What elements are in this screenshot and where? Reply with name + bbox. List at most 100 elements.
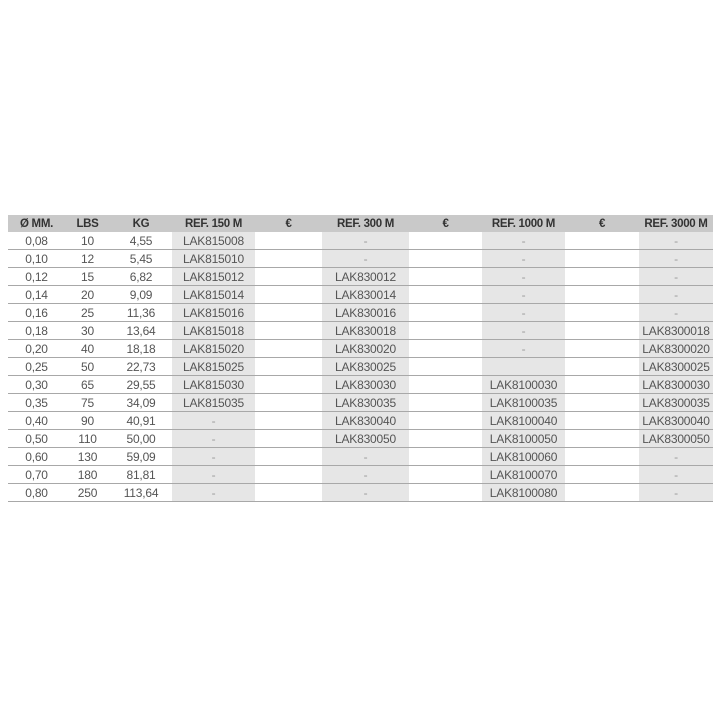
header-diameter: Ø MM. (8, 215, 65, 232)
table-row: 0,08 10 4,55 LAK815008 - - - (8, 232, 713, 250)
cell-ref-1000: LAK8100030 (482, 375, 565, 394)
header-kg: KG (110, 215, 172, 232)
cell-price-1000 (565, 303, 639, 322)
cell-kg: 5,45 (110, 249, 172, 268)
cell-price-1000 (565, 285, 639, 304)
cell-ref-300: - (322, 249, 409, 268)
cell-ref-1000: - (482, 267, 565, 286)
cell-ref-1000: - (482, 249, 565, 268)
cell-ref-1000: LAK8100070 (482, 465, 565, 484)
cell-ref-300: LAK830018 (322, 321, 409, 340)
cell-lbs: 30 (65, 321, 110, 340)
cell-ref-300: LAK830030 (322, 375, 409, 394)
table-row: 0,20 40 18,18 LAK815020 LAK830020 - LAK8300020 (8, 339, 713, 358)
table-row: 0,60 130 59,09- - LAK8100060- (8, 447, 713, 466)
cell-price-1000 (565, 249, 639, 268)
cell-ref-300: - (322, 465, 409, 484)
cell-price-300 (409, 232, 482, 250)
product-spec-table: Ø MM. LBS KG REF. 150 M € REF. 300 M € REF. 100… (8, 215, 713, 502)
cell-ref-3000: LAK8300020 (639, 339, 713, 358)
cell-diameter: 0,50 (8, 429, 65, 448)
cell-diameter: 0,20 (8, 339, 65, 358)
cell-price-150 (255, 321, 322, 340)
cell-price-1000 (565, 267, 639, 286)
cell-price-1000 (565, 357, 639, 376)
cell-price-150 (255, 483, 322, 502)
cell-kg: 11,36 (110, 303, 172, 322)
cell-diameter: 0,30 (8, 375, 65, 394)
cell-ref-150: LAK815025 (172, 357, 255, 376)
cell-price-1000 (565, 375, 639, 394)
cell-ref-300: LAK830020 (322, 339, 409, 358)
cell-ref-150: LAK815035 (172, 393, 255, 412)
cell-ref-3000: LAK8300025 (639, 357, 713, 376)
cell-ref-300: LAK830035 (322, 393, 409, 412)
table-row: 0,12 15 6,82 LAK815012 LAK830012 - - (8, 267, 713, 286)
header-ref-3000: REF. 3000 M (639, 215, 713, 232)
cell-price-300 (409, 411, 482, 430)
header-price-1000: € (565, 215, 639, 232)
table-row: 0,30 65 29,55 LAK815030 LAK830030 LAK8100030 L… (8, 375, 713, 394)
cell-price-150 (255, 429, 322, 448)
cell-ref-150: - (172, 447, 255, 466)
cell-ref-3000: - (639, 465, 713, 484)
cell-price-300 (409, 465, 482, 484)
cell-kg: 29,55 (110, 375, 172, 394)
cell-price-1000 (565, 429, 639, 448)
cell-ref-1000 (482, 357, 565, 376)
cell-price-150 (255, 447, 322, 466)
cell-diameter: 0,18 (8, 321, 65, 340)
cell-diameter: 0,40 (8, 411, 65, 430)
cell-price-300 (409, 393, 482, 412)
cell-kg: 40,91 (110, 411, 172, 430)
header-ref-300: REF. 300 M (322, 215, 409, 232)
cell-ref-300: LAK830040 (322, 411, 409, 430)
cell-ref-3000: - (639, 249, 713, 268)
cell-ref-150: LAK815018 (172, 321, 255, 340)
cell-diameter: 0,80 (8, 483, 65, 502)
cell-ref-300: LAK830014 (322, 285, 409, 304)
cell-price-150 (255, 357, 322, 376)
cell-ref-300: - (322, 447, 409, 466)
cell-ref-1000: LAK8100080 (482, 483, 565, 502)
cell-price-300 (409, 285, 482, 304)
cell-diameter: 0,16 (8, 303, 65, 322)
cell-price-1000 (565, 411, 639, 430)
cell-lbs: 12 (65, 249, 110, 268)
cell-ref-150: LAK815010 (172, 249, 255, 268)
cell-ref-3000: - (639, 303, 713, 322)
cell-lbs: 25 (65, 303, 110, 322)
cell-ref-1000: - (482, 321, 565, 340)
cell-lbs: 180 (65, 465, 110, 484)
cell-price-150 (255, 249, 322, 268)
cell-diameter: 0,14 (8, 285, 65, 304)
cell-price-150 (255, 267, 322, 286)
cell-lbs: 75 (65, 393, 110, 412)
cell-diameter: 0,08 (8, 232, 65, 250)
cell-ref-150: LAK815030 (172, 375, 255, 394)
cell-price-300 (409, 267, 482, 286)
cell-ref-1000: LAK8100040 (482, 411, 565, 430)
cell-lbs: 15 (65, 267, 110, 286)
cell-ref-1000: LAK8100050 (482, 429, 565, 448)
table-row: 0,25 50 22,73 LAK815025 LAK830025 LAK8300025 (8, 357, 713, 376)
cell-price-300 (409, 357, 482, 376)
cell-ref-3000: LAK8300030 (639, 375, 713, 394)
cell-price-300 (409, 447, 482, 466)
cell-diameter: 0,35 (8, 393, 65, 412)
cell-price-1000 (565, 465, 639, 484)
cell-ref-150: - (172, 483, 255, 502)
cell-price-150 (255, 339, 322, 358)
cell-ref-150: LAK815012 (172, 267, 255, 286)
cell-ref-3000: LAK8300035 (639, 393, 713, 412)
header-price-300: € (409, 215, 482, 232)
cell-price-1000 (565, 339, 639, 358)
cell-price-150 (255, 393, 322, 412)
cell-ref-1000: LAK8100035 (482, 393, 565, 412)
table-row: 0,10 12 5,45 LAK815010 - - - (8, 249, 713, 268)
cell-ref-1000: - (482, 339, 565, 358)
cell-price-300 (409, 429, 482, 448)
table-row: 0,16 25 11,36 LAK815016 LAK830016 - - (8, 303, 713, 322)
header-row: Ø MM. LBS KG REF. 150 M € REF. 300 M € REF. 100… (8, 215, 713, 232)
cell-diameter: 0,70 (8, 465, 65, 484)
